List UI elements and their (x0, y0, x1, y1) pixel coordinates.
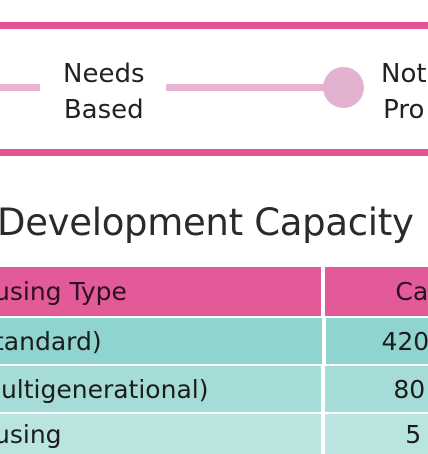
cell-capacity: 420 (326, 318, 428, 364)
spectrum-stop-needs-based: Needs Based (63, 56, 145, 128)
spectrum-knob (323, 67, 364, 108)
cell-capacity: 5 (325, 414, 428, 454)
stop-label-line: Based (63, 92, 145, 128)
header-capacity: Ca (325, 267, 428, 316)
table-row: using 5 (0, 414, 428, 454)
cell-housing-type: tandard) (0, 318, 322, 364)
spectrum-track-middle (166, 84, 334, 91)
capacity-table: using Type Ca tandard) 420 lultigenerati… (0, 267, 428, 454)
stop-label-line: Not (381, 56, 427, 92)
table-row: lultigenerational) 80 (0, 366, 428, 412)
spectrum-stop-next: Not Pro (381, 56, 427, 128)
cell-housing-type: using (0, 414, 321, 454)
header-housing-type: using Type (0, 267, 321, 316)
table-row: tandard) 420 (0, 318, 428, 364)
cell-housing-type: lultigenerational) (0, 366, 321, 412)
bottom-rule (0, 149, 428, 156)
table-header-row: using Type Ca (0, 267, 428, 316)
top-rule (0, 22, 428, 29)
stop-label-line: Pro (381, 92, 427, 128)
cell-capacity: 80 (325, 366, 428, 412)
section-title: Development Capacity (0, 199, 414, 247)
spectrum-track-left (0, 84, 40, 91)
stop-label-line: Needs (63, 56, 145, 92)
